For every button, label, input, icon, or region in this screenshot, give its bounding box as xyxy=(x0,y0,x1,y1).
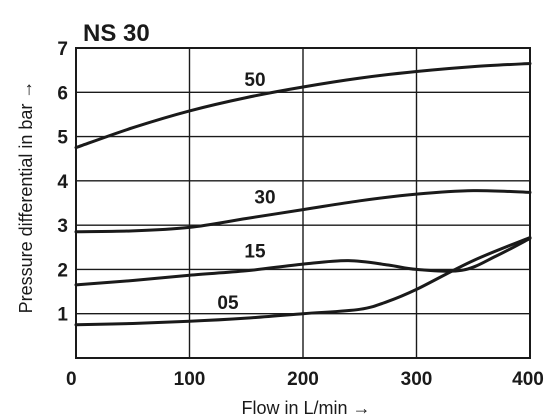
series-label-15: 15 xyxy=(244,242,266,263)
y-tick-label: 1 xyxy=(57,305,68,326)
series-lines xyxy=(74,62,532,327)
x-tick-label: 200 xyxy=(287,369,319,390)
y-tick-label: 6 xyxy=(57,83,68,104)
series-label-05: 05 xyxy=(217,293,239,314)
y-tick-label: 2 xyxy=(57,260,68,281)
series-line-50 xyxy=(74,62,532,150)
x-tick-label: 0 xyxy=(66,369,77,390)
tick-labels: 0 100 200 300 400 1 2 3 4 5 6 7 xyxy=(57,39,543,390)
series-line-05 xyxy=(74,236,532,327)
x-axis-label: Flow in L/min → xyxy=(241,398,370,418)
y-tick-label: 5 xyxy=(57,128,68,149)
plot-frame xyxy=(75,47,531,359)
grid-lines xyxy=(76,48,530,358)
x-tick-label: 400 xyxy=(512,369,544,390)
y-tick-label: 7 xyxy=(57,39,68,60)
chart-title: NS 30 xyxy=(83,20,150,47)
series-labels: 50 30 15 05 xyxy=(217,70,275,314)
series-line-15 xyxy=(74,236,532,287)
y-tick-label: 3 xyxy=(57,216,68,237)
series-line-30 xyxy=(74,189,532,234)
x-tick-label: 100 xyxy=(174,369,206,390)
series-label-50: 50 xyxy=(244,70,265,91)
y-tick-label: 4 xyxy=(57,172,68,193)
x-tick-label: 300 xyxy=(401,369,433,390)
series-label-30: 30 xyxy=(254,188,275,209)
y-axis-label: Pressure differential in bar → xyxy=(16,81,36,314)
